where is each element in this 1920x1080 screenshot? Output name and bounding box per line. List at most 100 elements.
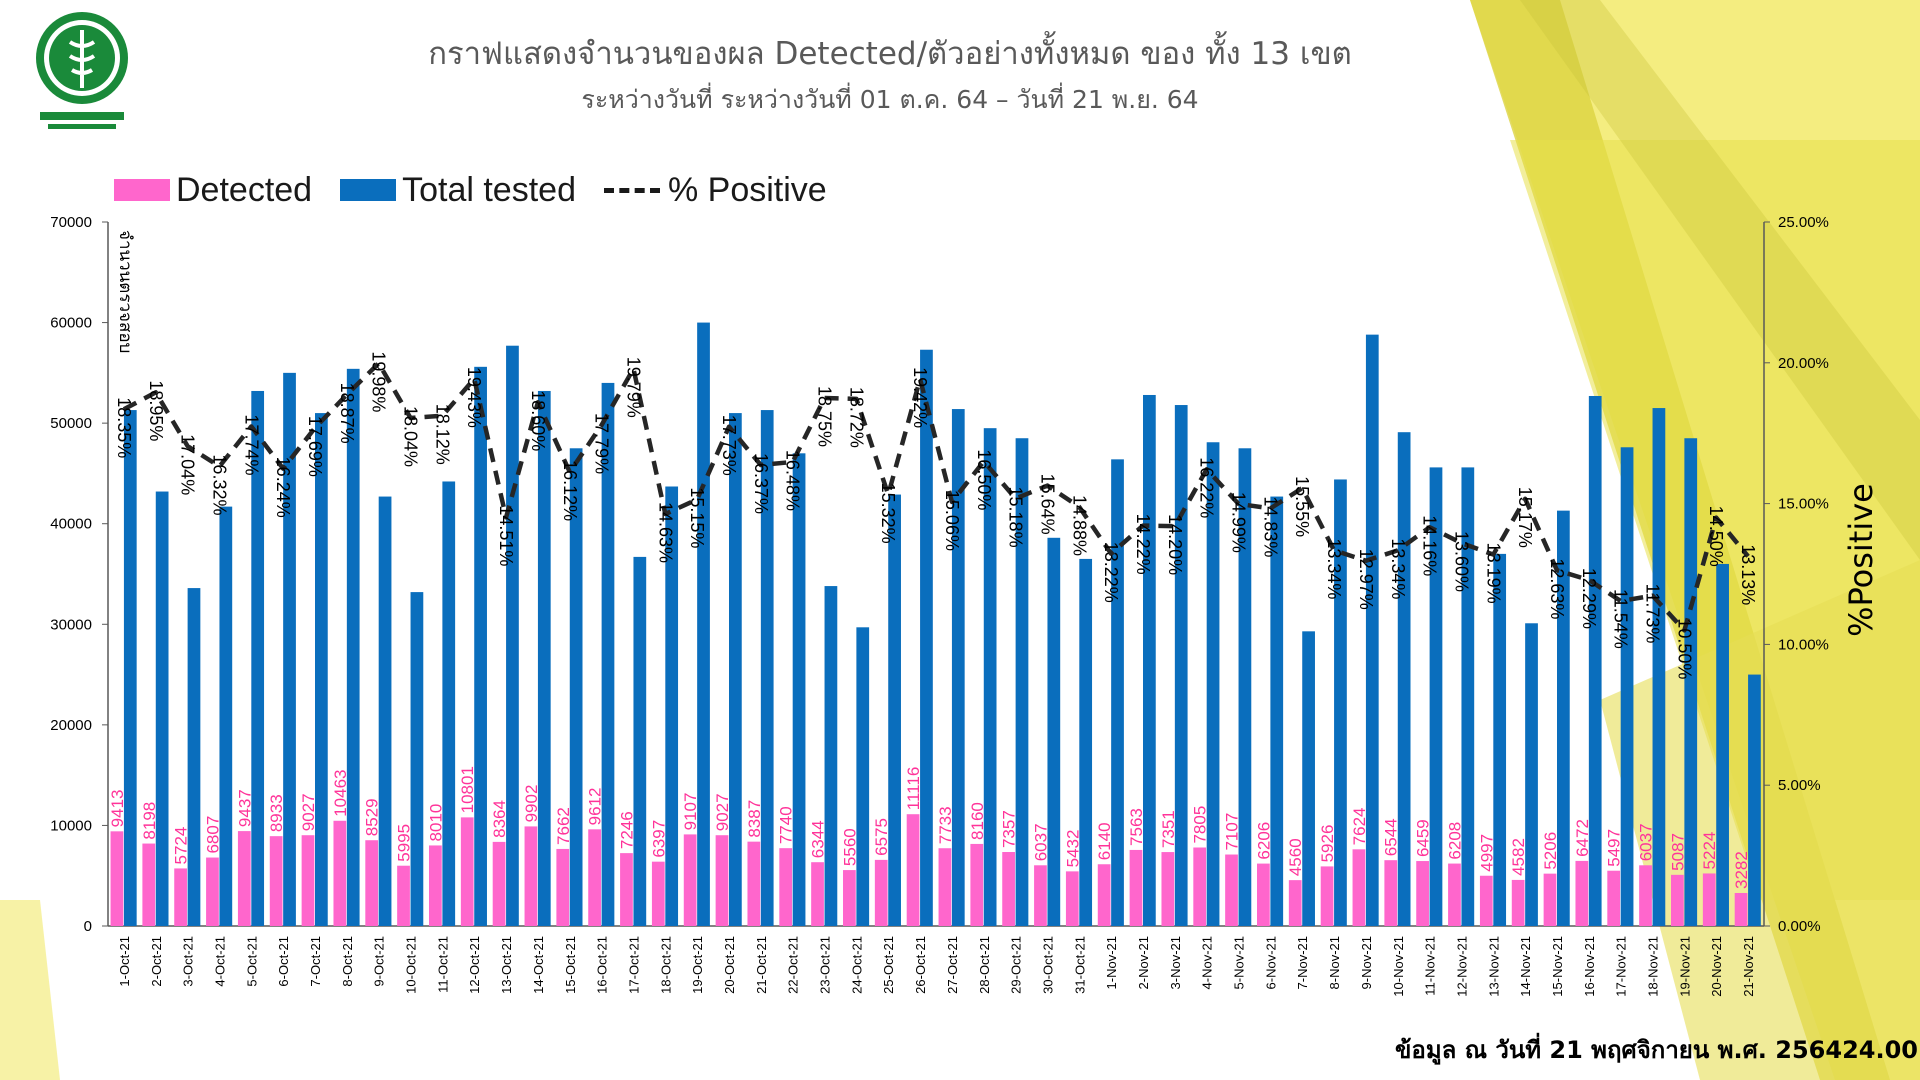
data-label-detected: 5432 [1063, 830, 1082, 868]
data-label-positive: 14.88% [1069, 495, 1089, 556]
bar-total-tested [697, 322, 710, 927]
x-tick-label: 19-Nov-21 [1677, 936, 1692, 997]
x-tick-label: 2-Nov-21 [1136, 936, 1151, 989]
data-label-positive: 19.43% [464, 367, 484, 428]
bar-detected [333, 820, 347, 926]
x-tick-label: 20-Nov-21 [1709, 936, 1724, 997]
data-label-positive: 16.48% [783, 450, 803, 511]
data-label-positive: 19.79% [623, 357, 643, 418]
bar-detected [1320, 866, 1334, 926]
x-tick-label: 15-Nov-21 [1550, 936, 1565, 997]
bar-detected [1257, 863, 1270, 926]
bar-total-tested [856, 627, 870, 926]
data-label-detected: 6206 [1254, 822, 1273, 860]
data-label-positive: 18.04% [401, 406, 421, 467]
bar-total-tested [1270, 496, 1284, 926]
bar-total-tested [1652, 408, 1666, 926]
x-tick-label: 2-Oct-21 [149, 936, 164, 987]
x-tick-label: 8-Oct-21 [340, 936, 355, 987]
data-label-detected: 6037 [1637, 823, 1656, 861]
legend-item-positive: % Positive [603, 171, 827, 210]
bar-total-tested [951, 409, 965, 926]
x-tick-label: 21-Oct-21 [754, 936, 769, 994]
y-tick-label: 70000 [50, 214, 92, 231]
x-tick-label: 11-Oct-21 [435, 936, 450, 993]
data-label-positive: 11.73% [1643, 584, 1663, 644]
data-label-positive: 19.98% [369, 351, 389, 412]
data-label-positive: 16.32% [209, 454, 229, 515]
bar-total-tested [1716, 563, 1729, 926]
data-label-positive: 17.79% [592, 413, 612, 474]
bar-total-tested [888, 494, 901, 926]
data-label-detected: 8364 [490, 800, 509, 838]
bar-total-tested [251, 390, 265, 927]
data-label-detected: 9902 [522, 785, 541, 823]
bar-total-tested [378, 496, 392, 926]
data-label-detected: 9107 [681, 793, 700, 831]
data-label-positive: 15.17% [1515, 487, 1535, 548]
data-label-positive: 14.83% [1260, 496, 1280, 557]
bar-total-tested [283, 372, 296, 926]
legend-swatch-total [340, 179, 397, 201]
bar-detected [747, 841, 761, 926]
x-tick-label: 3-Nov-21 [1168, 936, 1183, 989]
data-label-detected: 8198 [140, 802, 159, 840]
bar-detected [1384, 860, 1398, 926]
x-tick-label: 24-Oct-21 [849, 936, 864, 994]
data-label-detected: 8160 [968, 802, 987, 840]
bar-detected [970, 843, 984, 926]
x-tick-label: 25-Oct-21 [881, 936, 896, 994]
bar-total-tested [1588, 395, 1602, 926]
bar-detected [1734, 892, 1748, 926]
data-label-positive: 17.04% [178, 434, 198, 495]
bar-total-tested [537, 390, 551, 927]
bar-detected [524, 826, 538, 926]
bar-total-tested [1684, 438, 1698, 926]
data-label-positive: 14.16% [1420, 515, 1440, 576]
bar-total-tested [1015, 438, 1029, 926]
data-label-detected: 10463 [331, 769, 350, 816]
data-label-positive: 16.24% [273, 457, 293, 518]
data-label-detected: 9612 [586, 788, 605, 826]
data-label-detected: 9437 [235, 789, 254, 827]
bar-total-tested [792, 453, 806, 926]
line-percent-positive [122, 361, 1750, 633]
data-date-footer: ข้อมูล ณ วันที่ 21 พฤศจิกายน พ.ศ. 256424… [1395, 1036, 1918, 1064]
data-label-detected: 5087 [1668, 833, 1687, 871]
data-label-detected: 5206 [1541, 832, 1560, 870]
data-label-positive: 14.50% [1706, 506, 1726, 567]
bar-total-tested [569, 448, 583, 926]
x-tick-label: 13-Oct-21 [499, 936, 514, 994]
x-tick-label: 30-Oct-21 [1040, 936, 1055, 994]
data-label-positive: 17.73% [719, 415, 739, 476]
data-label-detected: 11116 [904, 767, 923, 811]
bar-detected [843, 870, 856, 926]
y-tick-label: 20000 [50, 717, 92, 734]
bar-detected [492, 841, 506, 926]
bar-total-tested [1461, 467, 1475, 926]
chart-title: กราฟแสดงจำนวนของผล Detected/ตัวอย่างทั้ง… [428, 36, 1352, 72]
x-tick-label: 31-Oct-21 [1072, 936, 1087, 994]
bar-detected [683, 834, 697, 926]
y2-tick-label: 5.00% [1778, 777, 1821, 794]
data-label-positive: 14.22% [1133, 514, 1153, 575]
bar-total-tested [983, 428, 997, 926]
bar-detected [1543, 873, 1557, 926]
data-label-positive: 11.54% [1611, 589, 1631, 649]
legend-label-total: Total tested [402, 170, 576, 209]
bar-detected [110, 831, 124, 926]
y2-tick-label: 25.00% [1778, 214, 1829, 231]
bar-total-tested [1748, 674, 1761, 926]
data-label-detected: 6208 [1445, 822, 1464, 860]
data-label-detected: 7733 [936, 806, 955, 844]
bar-detected [1352, 849, 1366, 926]
data-label-positive: 14.99% [1229, 492, 1249, 553]
bar-total-tested [729, 413, 742, 927]
data-label-positive: 17.74% [241, 414, 261, 475]
bar-detected [651, 861, 665, 926]
bar-total-tested [187, 588, 201, 926]
data-label-positive: 18.60% [528, 390, 548, 451]
bar-detected [237, 831, 251, 926]
data-label-positive: 14.20% [1165, 514, 1185, 575]
data-label-positive: 15.15% [687, 487, 707, 548]
